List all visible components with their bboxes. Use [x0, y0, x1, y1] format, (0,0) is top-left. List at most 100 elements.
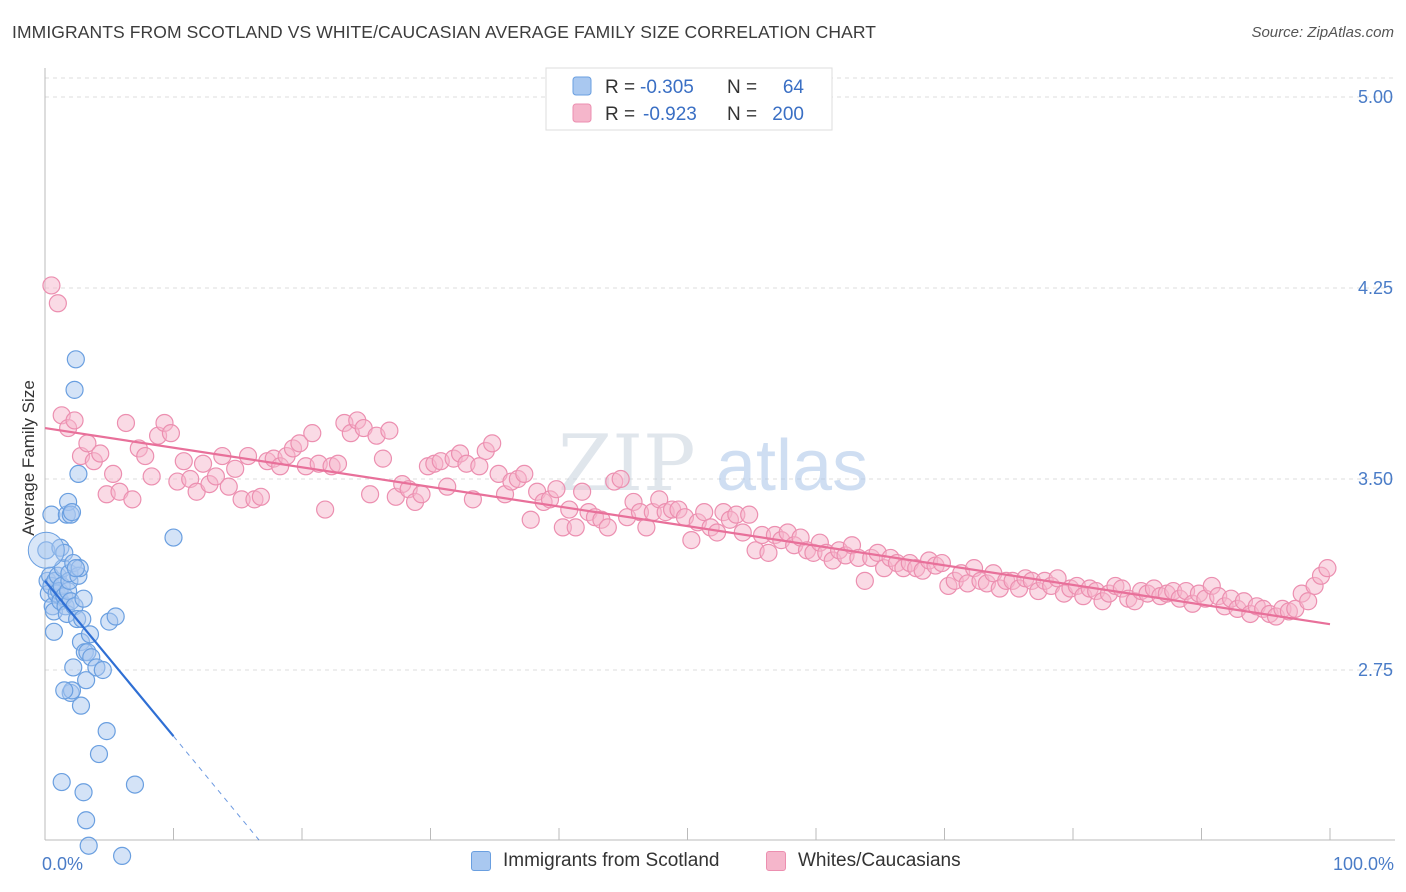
point-whites: [219, 477, 238, 496]
point-scotland: [55, 681, 74, 700]
trend-line-scotland: [44, 580, 175, 737]
point-whites: [251, 487, 270, 506]
chart-title: IMMIGRANTS FROM SCOTLAND VS WHITE/CAUCAS…: [12, 22, 877, 42]
watermark: ZIP atlas: [558, 419, 868, 509]
legend-box: [545, 67, 833, 131]
legend-r-label-blue: R =: [605, 77, 635, 98]
point-scotland: [65, 380, 84, 399]
point-whites: [759, 543, 778, 562]
legend-r-value-blue: -0.305: [640, 77, 694, 98]
point-whites: [161, 424, 181, 443]
point-scotland: [74, 589, 93, 608]
series-whites-caucasians: [42, 276, 1337, 626]
legend-n-label-blue: N =: [727, 77, 757, 98]
point-whites: [136, 446, 155, 466]
y-tick-label: 2.75: [1358, 660, 1393, 680]
point-whites: [733, 523, 752, 542]
point-scotland: [62, 503, 82, 522]
point-whites: [174, 452, 193, 471]
point-whites: [566, 518, 585, 537]
axes: [44, 68, 1395, 841]
point-scotland: [125, 775, 145, 794]
point-whites: [123, 490, 142, 509]
trend-extension-scotland: [173, 735, 260, 841]
source-credit: Source: ZipAtlas.com: [1251, 24, 1394, 41]
point-whites: [438, 477, 457, 496]
point-whites: [412, 485, 431, 504]
legend-item-whites: Whites/Caucasians: [766, 850, 961, 872]
point-scotland: [52, 772, 71, 792]
point-whites: [598, 518, 617, 537]
point-whites: [380, 421, 399, 440]
y-tick-label: 3.50: [1358, 469, 1393, 489]
series-legend: Immigrants from Scotland Whites/Caucasia…: [0, 850, 1406, 880]
point-scotland: [93, 660, 112, 680]
point-whites: [328, 454, 348, 473]
point-whites: [316, 500, 335, 519]
legend-swatch-pink: [572, 103, 592, 123]
point-whites: [373, 449, 393, 468]
point-scotland: [66, 350, 85, 369]
point-whites: [65, 411, 84, 430]
point-scotland: [106, 607, 125, 626]
point-scotland-cluster: [27, 531, 65, 569]
trend-lines: [44, 426, 1331, 841]
point-whites: [116, 413, 136, 433]
point-whites: [303, 424, 322, 443]
point-scotland: [79, 836, 98, 855]
point-scotland: [74, 783, 93, 802]
point-whites: [104, 464, 123, 484]
legend-n-label-pink: N =: [727, 104, 757, 125]
point-scotland: [89, 744, 109, 764]
trend-line-whites: [44, 426, 1331, 626]
point-whites: [206, 467, 226, 486]
correlation-legend: R = -0.305 N = 64 R = -0.923 N = 200: [545, 67, 833, 131]
point-whites: [515, 464, 534, 484]
y-axis-label: Average Family Size: [19, 380, 38, 536]
y-tick-label: 4.25: [1358, 278, 1393, 298]
point-whites: [290, 434, 309, 453]
point-whites: [226, 459, 245, 478]
y-tick-labels: 2.75 3.50 4.25 5.00: [1358, 87, 1393, 680]
point-whites: [1299, 592, 1318, 611]
point-whites: [611, 469, 630, 489]
watermark-atlas: atlas: [716, 426, 868, 506]
legend-swatch-scotland: [471, 851, 491, 871]
point-whites: [682, 531, 701, 550]
point-whites: [1318, 559, 1337, 578]
point-scotland: [97, 722, 116, 741]
point-scotland: [69, 464, 88, 484]
point-scotland: [42, 505, 61, 524]
x-tick-label: 100.0%: [1333, 854, 1394, 874]
legend-label-scotland: Immigrants from Scotland: [503, 850, 720, 871]
point-whites: [573, 482, 592, 501]
point-whites: [42, 276, 61, 295]
point-scotland: [164, 528, 183, 547]
point-scotland: [66, 559, 85, 578]
point-whites: [695, 503, 714, 522]
legend-r-value-pink: -0.923: [643, 104, 697, 125]
point-whites: [740, 505, 759, 524]
point-scotland: [112, 846, 132, 866]
point-whites: [238, 446, 258, 466]
x-tick-labels: 0.0% 100.0%: [42, 854, 1394, 874]
legend-swatch-whites: [766, 851, 786, 871]
point-scotland: [71, 696, 91, 715]
point-whites: [142, 467, 161, 486]
legend-label-whites: Whites/Caucasians: [798, 850, 961, 871]
point-whites: [48, 294, 67, 313]
legend-swatch-blue: [572, 76, 592, 96]
point-scotland: [44, 622, 64, 641]
point-whites: [91, 444, 110, 463]
point-whites: [470, 457, 489, 476]
gridlines: [45, 77, 1395, 671]
point-whites: [193, 454, 213, 473]
point-whites: [855, 571, 874, 590]
point-whites: [483, 434, 502, 453]
point-whites: [547, 480, 566, 499]
point-whites: [521, 510, 540, 529]
point-scotland: [77, 671, 96, 690]
x-tick-label: 0.0%: [42, 854, 83, 874]
legend-n-value-pink: 200: [772, 104, 804, 125]
